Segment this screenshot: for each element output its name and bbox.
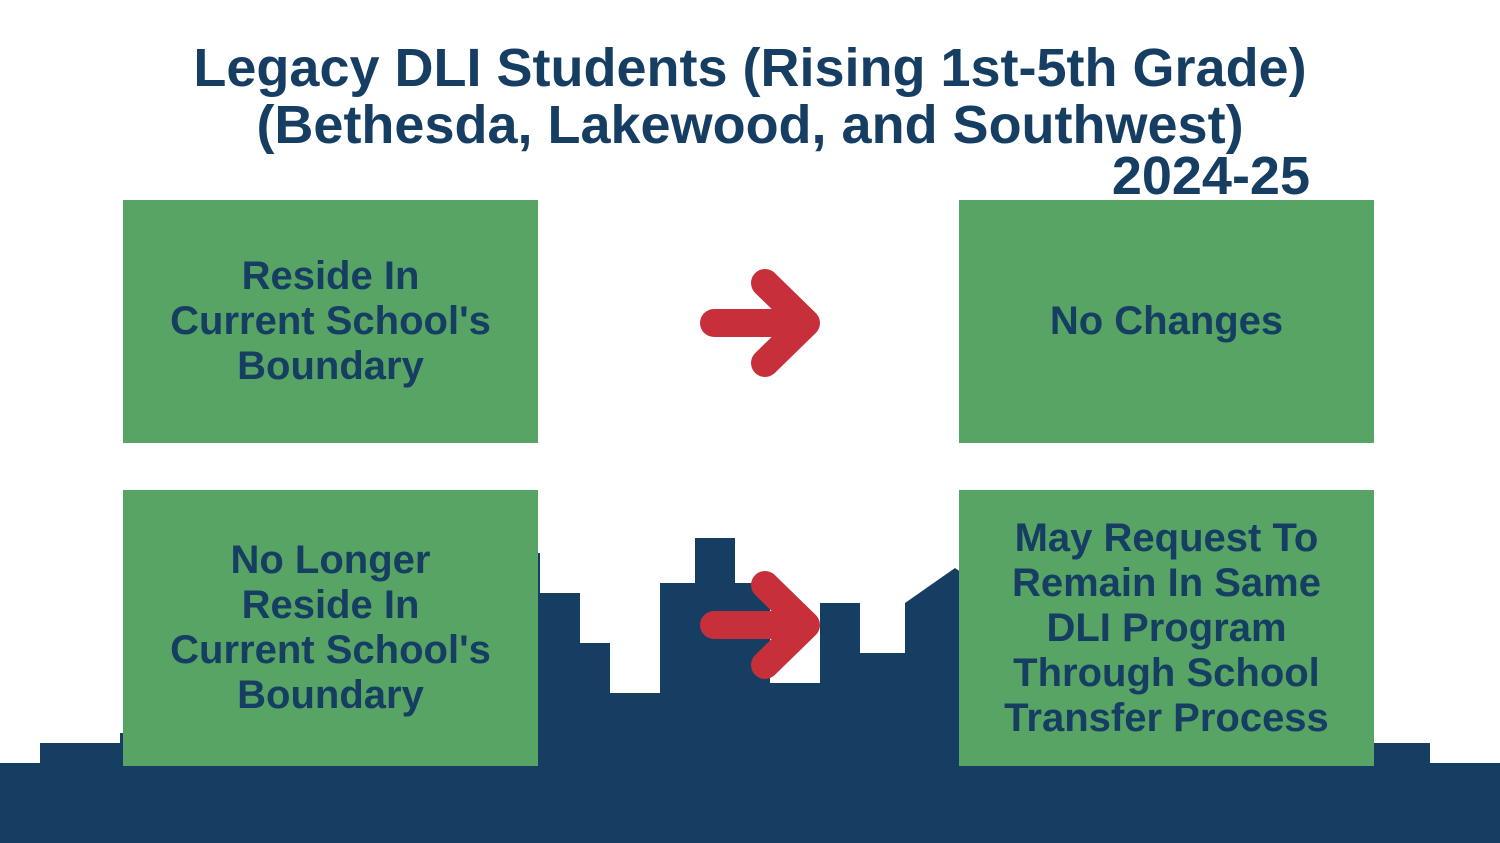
title-block: Legacy DLI Students (Rising 1st-5th Grad… [0,40,1500,153]
title-line-1: Legacy DLI Students (Rising 1st-5th Grad… [0,40,1500,97]
box-no-changes: No Changes [959,200,1374,443]
slide-stage: Legacy DLI Students (Rising 1st-5th Grad… [0,0,1500,843]
box-reside-in-boundary: Reside In Current School's Boundary [123,200,538,443]
box-may-request-transfer: May Request To Remain In Same DLI Progra… [959,490,1374,766]
box-label: May Request To Remain In Same DLI Progra… [1004,516,1329,741]
arrow-icon [700,570,820,680]
box-label: No Longer Reside In Current School's Bou… [170,538,491,718]
box-label: Reside In Current School's Boundary [170,254,491,389]
box-no-longer-reside: No Longer Reside In Current School's Bou… [123,490,538,766]
title-year: 2024-25 [1112,145,1310,207]
box-label: No Changes [1050,299,1283,344]
arrow-icon [700,268,820,378]
